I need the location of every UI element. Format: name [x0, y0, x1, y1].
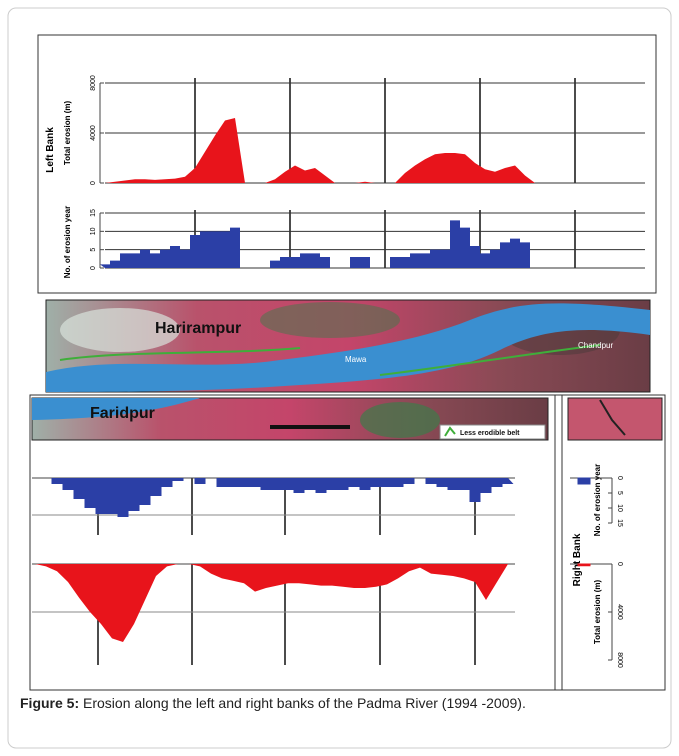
profile-area: [577, 477, 591, 485]
axis-label: Total erosion (m): [63, 101, 72, 166]
y-tick-label: 5: [616, 491, 623, 495]
axis-label: Total erosion (m): [593, 580, 602, 645]
y-tick-label: 10: [90, 227, 97, 235]
map-label: Mawa: [345, 355, 367, 364]
map-label: Faridpur: [90, 405, 155, 422]
map-top: [45, 299, 651, 393]
y-tick-label: 0: [90, 181, 97, 185]
profile-area: [100, 220, 540, 268]
y-tick-label: 4000: [90, 125, 97, 141]
bank-label: Left Bank: [45, 127, 56, 173]
map-bottom: [31, 397, 663, 441]
profile-area: [577, 563, 591, 567]
y-tick-label: 0: [616, 476, 623, 480]
caption-text: Erosion along the left and right banks o…: [79, 695, 526, 711]
bank-label: Right Bank: [572, 533, 583, 586]
y-tick-label: 15: [90, 209, 97, 217]
y-tick-label: 15: [616, 519, 623, 527]
profile-area: [29, 478, 514, 517]
y-tick-label: 10: [616, 504, 623, 512]
profile-area: [105, 118, 535, 183]
y-tick-label: 0: [616, 562, 623, 566]
y-tick-label: 5: [90, 248, 97, 252]
y-tick-label: 4000: [616, 604, 623, 620]
y-tick-label: 8000: [90, 75, 97, 91]
profile-area: [35, 564, 508, 642]
map-label: Harirampur: [155, 320, 241, 337]
caption: Figure 5: Erosion along the left and rig…: [20, 694, 660, 713]
legend-label: Less erodible belt: [460, 430, 520, 437]
caption-label: Figure 5:: [20, 695, 80, 711]
y-tick-label: 0: [90, 266, 97, 270]
axis-label: No. of erosion year: [593, 464, 602, 536]
map-label: Chandpur: [578, 341, 613, 350]
bottom-panel: [29, 394, 666, 691]
axis-label: No. of erosion year: [63, 206, 72, 278]
y-tick-label: 8000: [616, 652, 623, 668]
